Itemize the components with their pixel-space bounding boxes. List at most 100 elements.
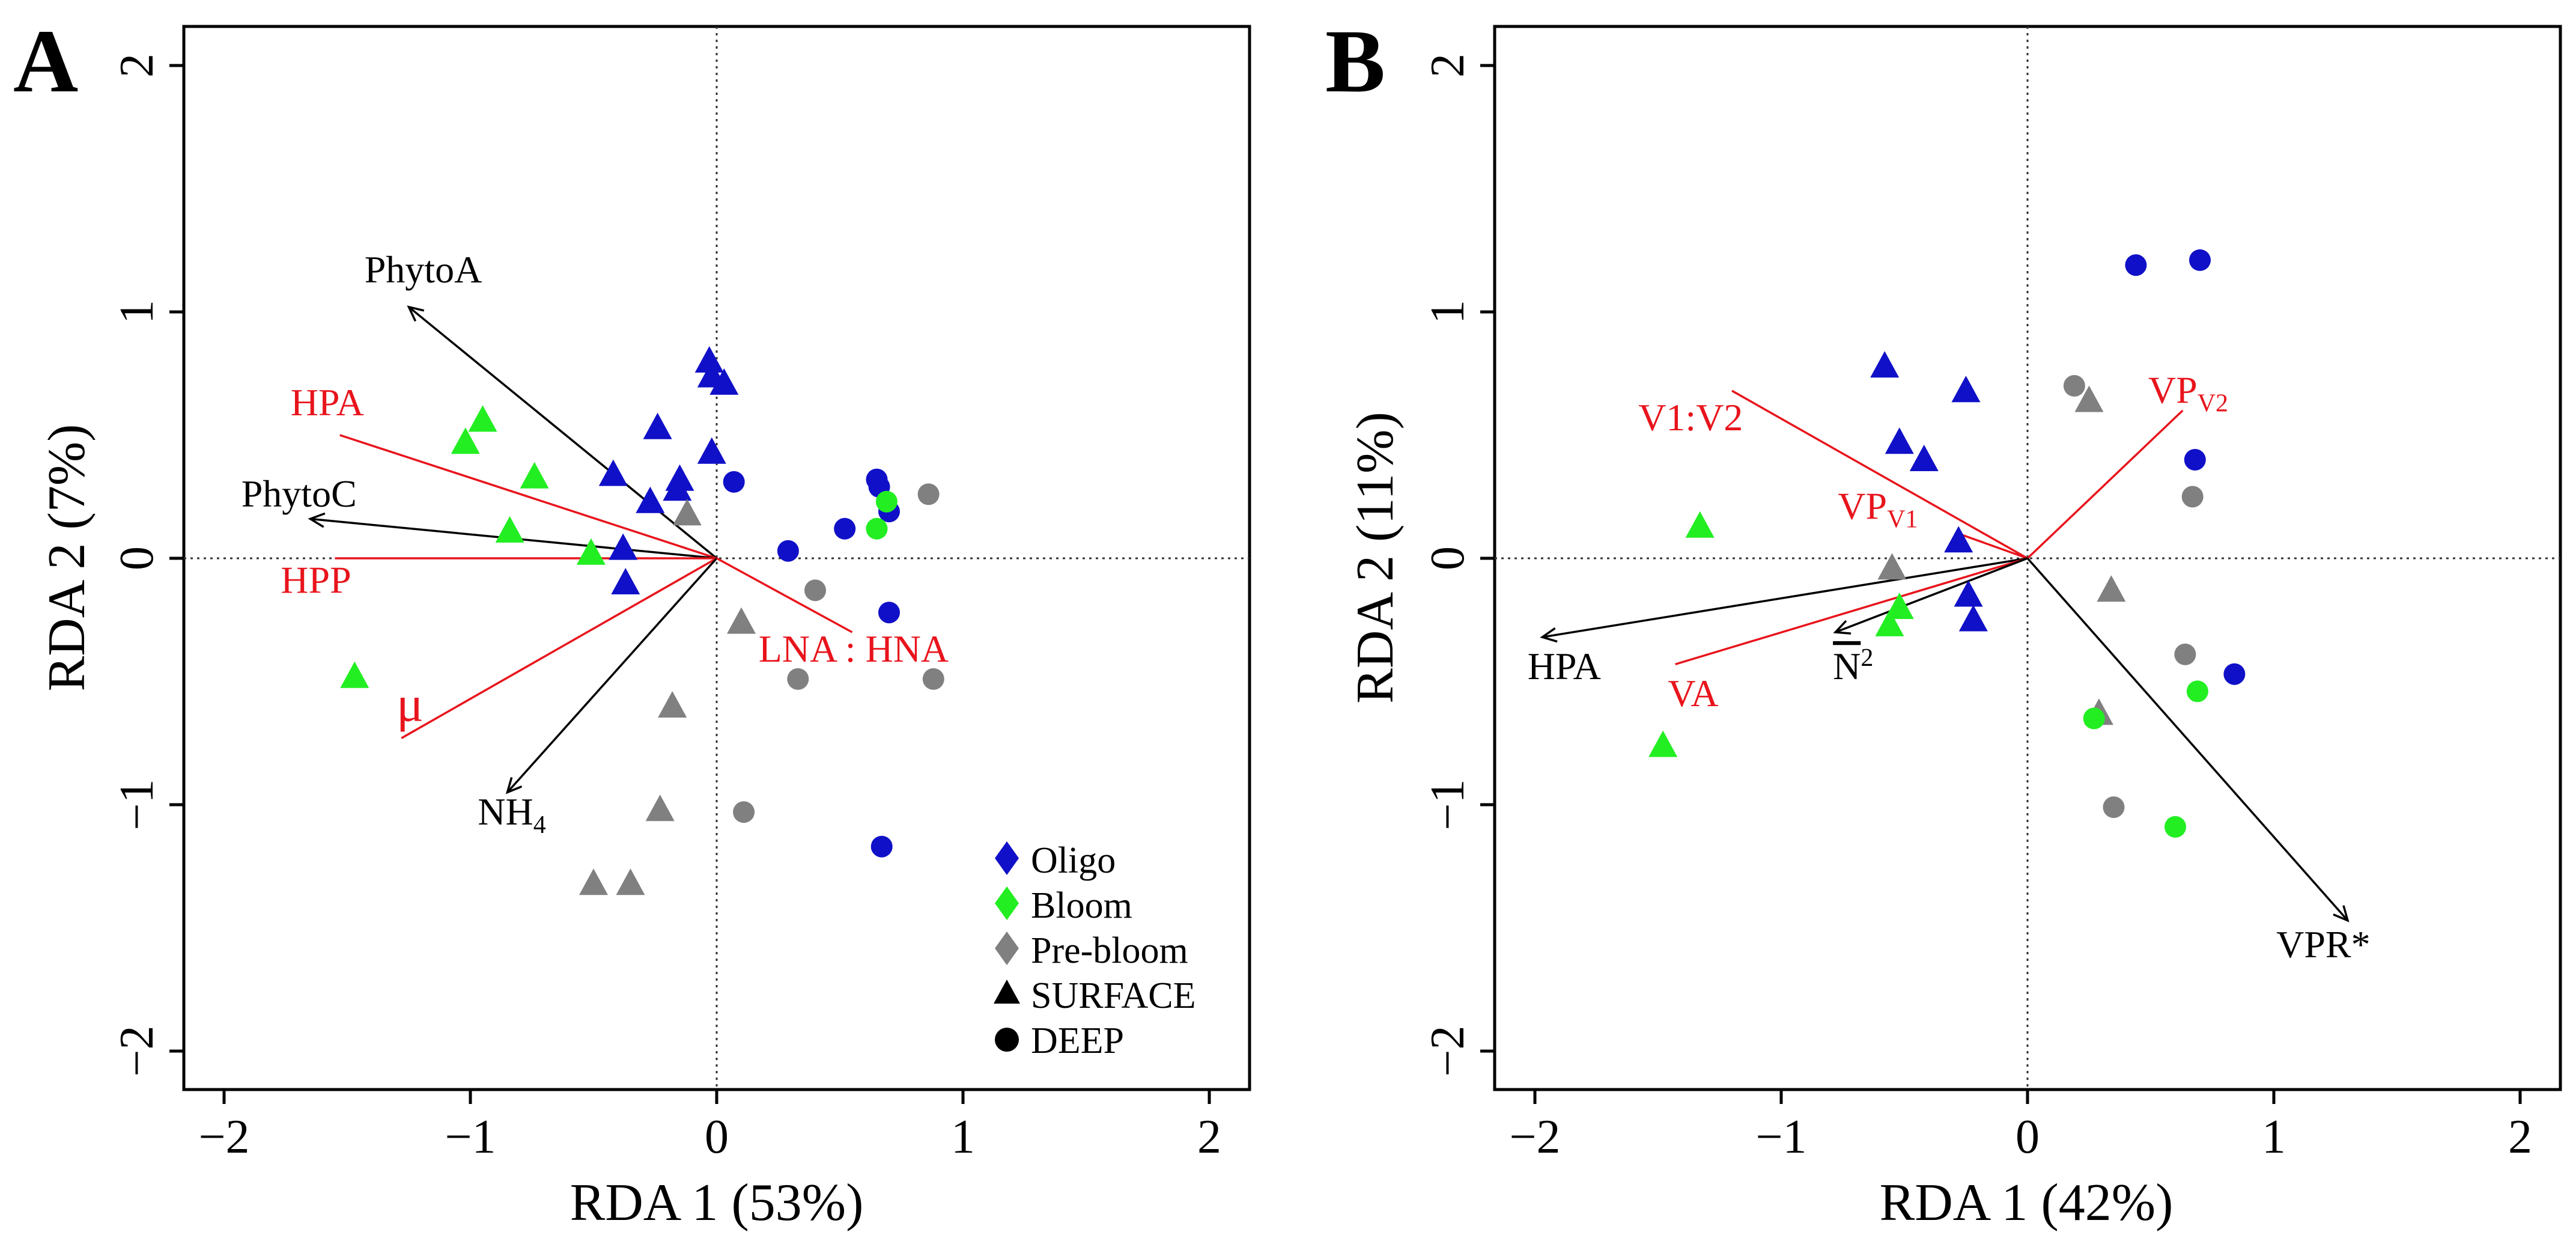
legend-item-deep: DEEP bbox=[995, 1020, 1124, 1061]
panel-b-vectors: V1:V2 VPV2 VPV1 HPA VA N2 VPR* bbox=[1528, 369, 2371, 966]
panel-b-vector-label: V1:V2 bbox=[1638, 396, 1743, 439]
panel-b-surface-point-oligo bbox=[1909, 445, 1939, 471]
panel-a-deep-point-oligo bbox=[870, 835, 893, 858]
panel-a-y-tick-label: 2 bbox=[111, 53, 163, 78]
panel-b-deep-point-prebloom bbox=[2181, 486, 2204, 508]
legend-bloom-label: Bloom bbox=[1031, 885, 1132, 926]
panel-a-surface-point-oligo bbox=[611, 568, 640, 594]
panel-a-deep-point-prebloom bbox=[922, 668, 944, 690]
panel-b-x-tick-label: 0 bbox=[2016, 1111, 2040, 1163]
legend-prebloom-diamond bbox=[995, 931, 1019, 965]
panel-a-surface-point-oligo bbox=[694, 346, 724, 373]
panel-a-surface-point-oligo bbox=[609, 533, 638, 560]
panel-a-vector-arrowhead bbox=[505, 777, 523, 794]
panel-a-zero-lines bbox=[184, 26, 1250, 1090]
panel-b-deep-point-prebloom bbox=[2103, 796, 2125, 819]
panel-a-x-axis-label: RDA 1 (53%) bbox=[570, 1174, 864, 1232]
legend-item-bloom: Bloom bbox=[995, 885, 1132, 926]
panel-a-x-tick-label: 2 bbox=[1197, 1111, 1221, 1163]
panel-a-deep-point-oligo bbox=[834, 517, 856, 540]
panel-a-vector-label: LNA : HNA bbox=[759, 627, 949, 670]
panel-b-vector-line bbox=[1675, 557, 2028, 665]
panel-b-deep-point-oligo bbox=[2184, 449, 2206, 471]
panel-b-y-tick-label: 0 bbox=[1421, 546, 1474, 570]
panel-b-vector-line bbox=[2026, 557, 2349, 921]
panel-b-surface-point-bloom bbox=[1875, 609, 1904, 636]
panel-a-deep-point-prebloom bbox=[804, 579, 826, 602]
panel-b-y-tick-label: 1 bbox=[1421, 300, 1474, 324]
panel-a-surface-point-bloom bbox=[468, 405, 497, 432]
panel-a-deep-point-bloom bbox=[875, 490, 898, 513]
panel-a-y-tick-label: −2 bbox=[111, 1025, 163, 1076]
panel-a-vectors: PhytoA HPA PhytoC HPP μ NH4 LNA : HNA bbox=[242, 248, 949, 839]
panel-b-x-axis-label: RDA 1 (42%) bbox=[1880, 1174, 2174, 1232]
panel-b-deep-point-bloom bbox=[2186, 680, 2208, 703]
panel-b-surface-point-prebloom bbox=[2097, 575, 2126, 602]
panel-b-vector-label: VPV2 bbox=[2148, 369, 2228, 418]
panel-a-surface-point-prebloom bbox=[616, 868, 645, 895]
panel-b-deep-point-bloom bbox=[2164, 816, 2186, 838]
legend-oligo-diamond bbox=[995, 841, 1019, 875]
panel-a-rda-plot: A −2 −1 0 1 2 −2 −1 0 1 2 PhytoA HPA PhytoC HPP μ NH4 L… bbox=[13, 11, 1251, 1232]
panel-b-vector-label: VPV1 bbox=[1838, 484, 1918, 533]
panel-a-surface-point-bloom bbox=[340, 661, 369, 688]
panel-a-label: A bbox=[13, 11, 78, 111]
panel-b-y-axis-label: RDA 2 (11%) bbox=[1346, 412, 1405, 704]
panel-b-vector-line bbox=[1958, 532, 2028, 559]
panel-b-y-tick-label: 2 bbox=[1421, 53, 1474, 78]
panel-b-surface-point-oligo bbox=[1885, 427, 1914, 454]
panel-a-vector-label: HPP bbox=[281, 558, 351, 601]
panel-a-vector-label: PhytoA bbox=[365, 248, 482, 291]
panel-a-surface-point-oligo bbox=[636, 486, 665, 513]
panel-a-vector-label: HPA bbox=[291, 381, 364, 424]
panel-a-x-tick-label: −2 bbox=[198, 1111, 249, 1163]
panel-a-deep-point-oligo bbox=[777, 540, 799, 562]
panel-a-surface-point-oligo bbox=[697, 437, 726, 464]
panel-a-y-tick-label: 0 bbox=[111, 546, 163, 570]
panel-a-legend: Oligo Bloom Pre-bloom SURFACE DEEP bbox=[994, 840, 1196, 1061]
panel-b-surface-point-oligo bbox=[1958, 605, 1988, 632]
panel-b-x-tick-label: 1 bbox=[2262, 1111, 2286, 1163]
panel-a-surface-point-prebloom bbox=[672, 499, 702, 526]
legend-deep-label: DEEP bbox=[1031, 1020, 1124, 1061]
panel-a-deep-point-prebloom bbox=[917, 483, 940, 505]
panel-b-zero-lines bbox=[1495, 26, 2560, 1090]
panel-a-vector-label: PhytoC bbox=[242, 472, 357, 515]
panel-a-deep-point-oligo bbox=[723, 471, 745, 493]
panel-b-vector-label: HPA bbox=[1528, 645, 1601, 688]
panel-a-vector-line bbox=[506, 557, 718, 793]
panel-b-deep-point-bloom bbox=[2083, 707, 2105, 730]
panel-b-x-tick-label: −2 bbox=[1509, 1111, 1560, 1163]
panel-a-vector-line bbox=[339, 434, 717, 559]
panel-a-y-tick-label: 1 bbox=[111, 300, 163, 324]
panel-a-surface-point-oligo bbox=[598, 459, 628, 486]
panel-a-deep-point-bloom bbox=[866, 517, 888, 540]
panel-b-deep-point-prebloom bbox=[2174, 643, 2196, 665]
panel-b-surface-point-oligo bbox=[1944, 526, 1973, 553]
panel-a-surface-point-prebloom bbox=[645, 794, 675, 822]
panel-b-y-tick-label: −1 bbox=[1421, 779, 1474, 830]
legend-prebloom-label: Pre-bloom bbox=[1031, 930, 1188, 971]
panel-a-x-tick-label: 0 bbox=[705, 1111, 729, 1163]
panel-a-vector-line bbox=[408, 306, 718, 559]
panel-b-vector-line bbox=[2026, 409, 2184, 559]
panel-a-surface-point-bloom bbox=[520, 462, 549, 489]
panel-a-surface-point-oligo bbox=[663, 474, 692, 501]
panel-a-surface-point-oligo bbox=[709, 368, 739, 395]
panel-b-surface-point-oligo bbox=[1954, 580, 1983, 607]
legend-deep-circle bbox=[995, 1028, 1019, 1052]
panel-a-x-tick-label: 1 bbox=[951, 1111, 975, 1163]
panel-b-vector-label: N2 bbox=[1833, 644, 1873, 688]
panel-a-vector-arrowhead bbox=[407, 305, 425, 322]
legend-item-prebloom: Pre-bloom bbox=[995, 930, 1188, 971]
panel-b-vector-arrowhead bbox=[2333, 905, 2350, 922]
panel-a-x-tick-label: −1 bbox=[445, 1111, 496, 1163]
panel-b-vector-arrowhead bbox=[1833, 620, 1852, 635]
panel-b-deep-point-oligo bbox=[2189, 249, 2211, 271]
panel-a-surface-point-bloom bbox=[495, 516, 524, 543]
panel-a-vector-line bbox=[716, 557, 853, 633]
panel-a-y-tick-label: −1 bbox=[111, 779, 163, 830]
panel-b-vector-label: VA bbox=[1668, 672, 1718, 715]
panel-b-surface-point-bloom bbox=[1685, 511, 1715, 538]
legend-item-surface: SURFACE bbox=[994, 975, 1196, 1016]
